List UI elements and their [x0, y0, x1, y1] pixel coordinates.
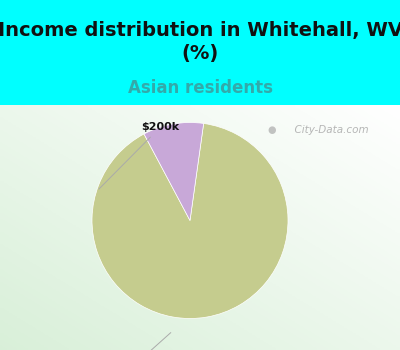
Text: Income distribution in Whitehall, WV
(%): Income distribution in Whitehall, WV (%) [0, 21, 400, 63]
Wedge shape [92, 124, 288, 318]
Wedge shape [144, 122, 204, 220]
Text: Asian residents: Asian residents [128, 79, 272, 97]
Text: ●: ● [268, 125, 276, 134]
Text: City-Data.com: City-Data.com [288, 125, 369, 134]
Text: $60k: $60k [116, 332, 171, 350]
Text: $200k: $200k [99, 122, 179, 189]
